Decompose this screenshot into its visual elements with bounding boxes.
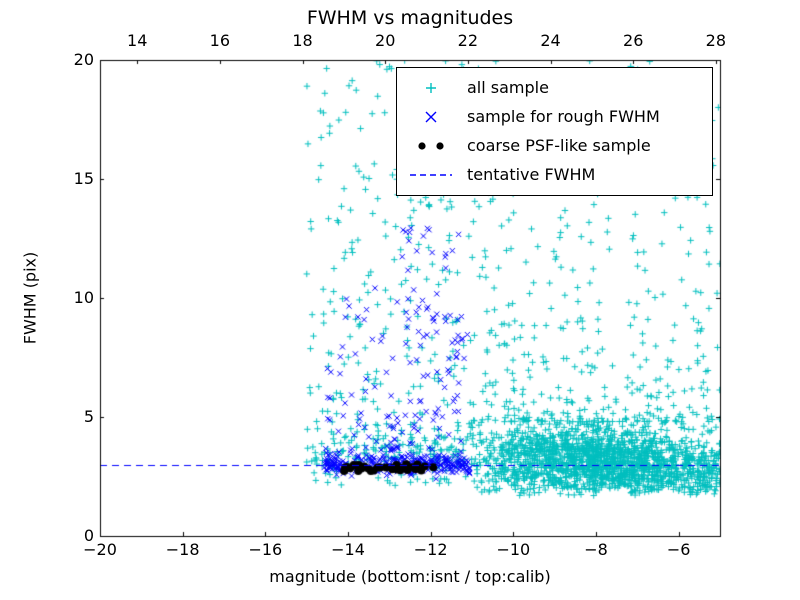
y-tick-label: 10 [73,288,94,307]
x-bottom-tick-label: −10 [496,540,531,559]
y-axis-label: FWHM (pix) [20,251,40,345]
x-bottom-tick-label: −14 [331,540,365,559]
legend-label-all-sample: all sample [467,78,549,97]
x-top-tick-label: 24 [540,31,561,50]
cross-marker-icon [407,108,455,126]
legend-item-all-sample: all sample [407,73,712,102]
legend-item-tentative-fwhm: tentative FWHM [407,160,712,189]
chart-title: FWHM vs magnitudes [306,7,514,29]
x-bottom-tick-label: −6 [666,540,691,559]
dashed-line-icon [407,166,455,184]
dot-marker-icon [407,137,455,155]
x-bottom-tick-label: −16 [248,540,283,559]
y-tick-label: 5 [83,407,94,426]
x-bottom-tick-label: −12 [413,540,448,559]
x-bottom-tick-label: −18 [165,540,200,559]
x-axis-label: magnitude (bottom:isnt / top:calib) [269,567,551,586]
x-top-tick-label: 14 [127,31,148,50]
x-top-tick-label: 16 [209,31,231,50]
x-top-tick-label: 18 [292,31,313,50]
y-tick-label: 20 [73,50,94,69]
x-top-tick-label: 26 [623,31,644,50]
legend-item-psf-sample: coarse PSF-like sample [407,131,712,160]
legend: all sample sample for rough FWHM coarse … [396,67,713,196]
x-top-tick-label: 28 [705,31,727,50]
legend-label-psf-sample: coarse PSF-like sample [467,136,651,155]
x-bottom-tick-label: −8 [584,540,608,559]
x-bottom-tick-label: −20 [83,540,117,559]
x-top-tick-label: 20 [375,31,396,50]
y-tick-label: 15 [73,169,94,188]
legend-label-rough-fwhm: sample for rough FWHM [467,107,660,126]
legend-label-tentative-fwhm: tentative FWHM [467,165,596,184]
x-top-tick-label: 22 [457,31,479,50]
legend-item-rough-fwhm: sample for rough FWHM [407,102,712,131]
y-tick-label: 0 [83,526,94,545]
plus-marker-icon [407,79,455,97]
